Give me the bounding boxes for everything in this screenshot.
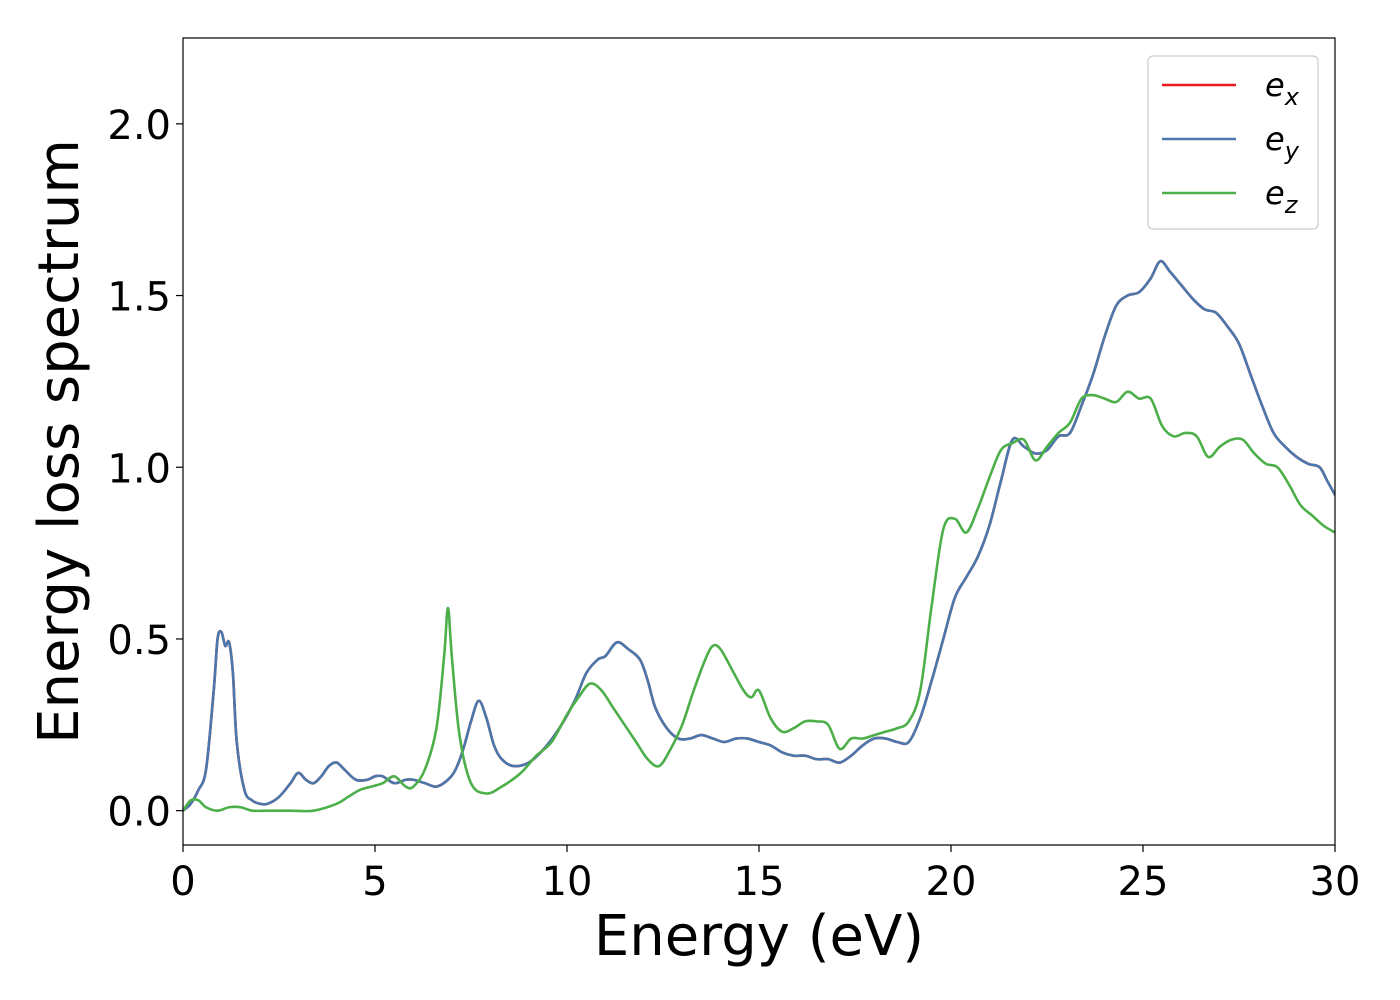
series-line-e-x	[183, 259, 1335, 812]
y-tick-label: 0.0	[107, 790, 171, 836]
legend-label-e-y: ey	[1265, 120, 1300, 165]
legend-label-e-z: ez	[1265, 174, 1299, 219]
ticks-layer: 0 5 10 15 20 25 30 0.0 0.5 1.0 1.5 2.0	[107, 103, 1360, 905]
legend-box	[1147, 55, 1319, 230]
x-tick-label: 20	[926, 859, 977, 905]
x-tick-label: 30	[1310, 859, 1361, 905]
x-axis-label: Energy (eV)	[594, 904, 924, 969]
y-tick-label: 0.5	[107, 618, 171, 664]
x-tick-label: 5	[362, 859, 387, 905]
legend-label-e-x: ex	[1265, 66, 1300, 111]
series-line-e-z	[183, 390, 1335, 813]
x-tick-label: 25	[1118, 859, 1169, 905]
y-tick-label: 1.5	[107, 275, 171, 321]
x-tick-label: 10	[542, 859, 593, 905]
y-tick-label: 2.0	[107, 103, 171, 149]
y-axis-label: Energy loss spectrum	[27, 139, 92, 744]
x-tick-label: 0	[170, 859, 195, 905]
legend: ex ey ez	[1147, 55, 1319, 230]
x-tick-label: 15	[734, 859, 785, 905]
series-line-e-y	[183, 259, 1335, 812]
series-layer	[183, 259, 1335, 813]
y-tick-label: 1.0	[107, 446, 171, 492]
